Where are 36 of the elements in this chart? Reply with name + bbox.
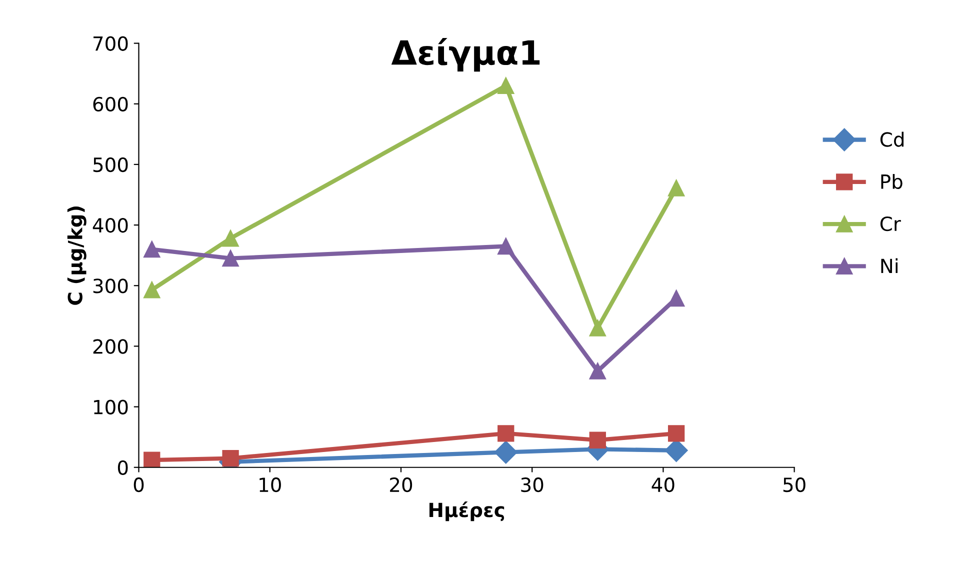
x-tick-label: 30: [521, 477, 544, 492]
legend-label: Pb: [881, 174, 902, 189]
y-tick-label: 600: [93, 96, 128, 112]
point: [498, 238, 514, 255]
point: [589, 432, 606, 448]
x-axis-title: Ημέρες: [429, 501, 504, 522]
legend-label: Cd: [880, 132, 904, 147]
point: [498, 77, 514, 94]
point: [144, 240, 160, 258]
y-tick-label: 400: [92, 218, 128, 233]
point: [589, 362, 606, 380]
x-tick-label: 0: [134, 477, 144, 492]
x-tick-label: 10: [260, 477, 281, 492]
y-tick-label: 300: [93, 278, 128, 294]
y-tick-label: 500: [93, 157, 128, 172]
point: [494, 440, 518, 464]
point: [144, 452, 160, 468]
point: [222, 450, 239, 467]
y-tick-label: 0: [118, 460, 128, 476]
point: [222, 230, 239, 247]
y-axis-title: C (μg/kg): [67, 206, 86, 305]
y-tick-label: 100: [94, 400, 128, 414]
y-tick-label: 700: [94, 36, 128, 51]
y-tick-label: 200: [93, 339, 128, 354]
legend-label: Cr: [880, 216, 901, 232]
point: [498, 425, 514, 442]
chart-title: Δείγμα1: [391, 38, 540, 72]
point: [668, 425, 685, 442]
x-tick-label: 20: [390, 477, 412, 492]
point: [222, 250, 239, 267]
x-tick-label: 40: [652, 477, 674, 492]
legend-label: Ni: [881, 258, 898, 274]
point: [144, 282, 160, 298]
point: [589, 320, 606, 336]
point: [668, 180, 685, 196]
x-tick-label: 50: [783, 477, 806, 492]
